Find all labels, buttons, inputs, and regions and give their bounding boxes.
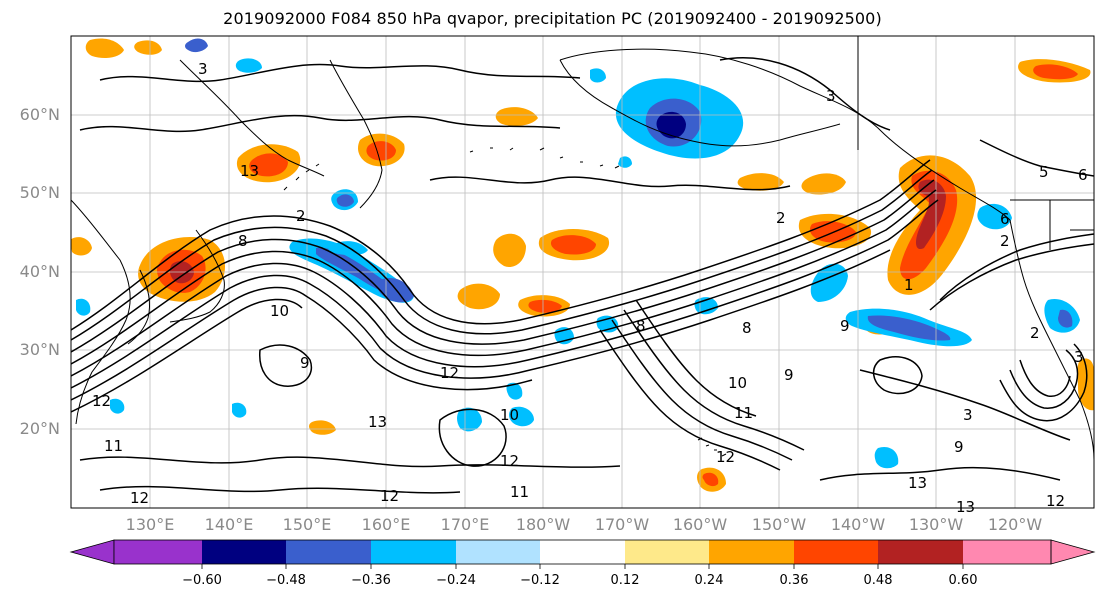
okhotsk-coast	[179, 59, 325, 177]
colorbar-bin	[456, 540, 540, 564]
contour-label: 13	[908, 474, 927, 492]
contour-label: 5	[1039, 163, 1049, 181]
colorbar	[69, 539, 1096, 569]
korea-coast	[127, 269, 151, 345]
colorbar-bin	[540, 540, 625, 564]
contour-label: 2	[296, 207, 306, 225]
contour-label: 9	[954, 438, 964, 456]
colorbar-bin	[709, 540, 794, 564]
japan-coast	[169, 229, 225, 323]
colorbar-tick-label: 0.12	[610, 573, 640, 588]
contour-label: 8	[238, 232, 248, 250]
contour-label: 8	[742, 319, 752, 337]
contour-label: 10	[500, 406, 519, 424]
alaska-negative-max	[656, 111, 686, 139]
contour-label: 13	[368, 413, 387, 431]
kamchatka-coast	[329, 59, 383, 209]
asia-coast	[71, 199, 131, 425]
lon-label: 170°W	[594, 515, 650, 534]
lon-label: 130°W	[908, 515, 964, 534]
lat-label: 20°N	[19, 419, 60, 438]
qvapor-contours	[71, 57, 1094, 494]
colorbar-ticks	[201, 564, 964, 569]
contour-label: 11	[510, 483, 529, 501]
lon-label: 140°W	[830, 515, 886, 534]
contour-label: 12	[92, 392, 111, 410]
contour-label: 2	[1030, 324, 1040, 342]
colorbar-bin	[202, 540, 286, 564]
colorbar-tick-label: −0.60	[182, 573, 222, 588]
lat-label: 60°N	[19, 105, 60, 124]
contour-label: 12	[440, 364, 459, 382]
colorbar-bin	[963, 540, 1051, 564]
colorbar-tick-label: 0.36	[779, 573, 809, 588]
contour-label: 3	[198, 60, 208, 78]
lon-label: 170°E	[440, 515, 490, 534]
colorbar-tick-label: −0.48	[266, 573, 306, 588]
colorbar-bin	[625, 540, 709, 564]
contour-label: 9	[784, 366, 794, 384]
colorbar-tick-label: 0.24	[694, 573, 724, 588]
colorbar-tick-label: −0.12	[520, 573, 560, 588]
contour-label: 13	[240, 162, 259, 180]
map-plot-area	[71, 36, 1094, 508]
lat-label: 50°N	[19, 183, 60, 202]
contour-label: 2	[1000, 232, 1010, 250]
colorbar-bin	[371, 540, 456, 564]
lat-label: 40°N	[19, 262, 60, 281]
contour-label: 10	[270, 302, 289, 320]
contour-label: 6	[1000, 210, 1010, 228]
kuril-chain	[283, 163, 320, 191]
lon-label: 160°E	[361, 515, 411, 534]
contour-label: 12	[1046, 492, 1065, 510]
colorbar-tick-label: −0.36	[351, 573, 391, 588]
contour-label: 3	[963, 406, 973, 424]
contour-label: 2	[776, 209, 786, 227]
lon-label: 150°W	[751, 515, 807, 534]
contour-label: 12	[130, 489, 149, 507]
colorbar-outline	[113, 539, 1052, 565]
alaska-coast	[559, 48, 1011, 221]
contour-label: 1	[904, 276, 914, 294]
colorbar-tick-label: 0.60	[948, 573, 978, 588]
alaska-southwest-coast	[559, 59, 841, 147]
contour-label: 12	[716, 448, 735, 466]
contour-label: 9	[300, 354, 310, 372]
contour-label: 3	[826, 87, 836, 105]
contour-label: 11	[104, 437, 123, 455]
contour-label: 6	[1078, 166, 1088, 184]
colorbar-tick-label: −0.24	[436, 573, 476, 588]
colorbar-bin	[114, 540, 202, 564]
north-america-west-coast	[1009, 219, 1094, 461]
contour-label: 11	[734, 404, 753, 422]
aleutian-chain	[469, 147, 620, 169]
colorbar-bin	[794, 540, 878, 564]
colorbar-bin	[286, 540, 371, 564]
contour-label: 12	[380, 487, 399, 505]
contour-label: 12	[500, 452, 519, 470]
contour-label: 8	[636, 317, 646, 335]
colorbar-high-extension	[1050, 539, 1096, 565]
contour-label: 10	[728, 374, 747, 392]
lat-label: 30°N	[19, 340, 60, 359]
colorbar-tick-label: 0.48	[863, 573, 893, 588]
graticule	[71, 36, 1094, 508]
colorbar-low-extension	[69, 539, 115, 565]
precip-anomaly-shading	[71, 38, 1094, 492]
lon-label: 120°W	[987, 515, 1043, 534]
lon-label: 180°W	[515, 515, 571, 534]
lon-label: 130°E	[125, 515, 175, 534]
contour-label: 13	[956, 498, 975, 516]
lon-label: 150°E	[282, 515, 332, 534]
figure-title: 2019092000 F084 850 hPa qvapor, precipit…	[223, 9, 882, 28]
lon-label: 140°E	[204, 515, 254, 534]
map-frame	[70, 35, 1095, 509]
contour-label: 3	[1074, 348, 1084, 366]
colorbar-bin	[878, 540, 963, 564]
lon-label: 160°W	[672, 515, 728, 534]
contour-label-layer: 3 3 5 6 2 2 2 8 10 9 12 10 11 12 11 13 1…	[92, 60, 1088, 516]
contour-label: 9	[840, 317, 850, 335]
